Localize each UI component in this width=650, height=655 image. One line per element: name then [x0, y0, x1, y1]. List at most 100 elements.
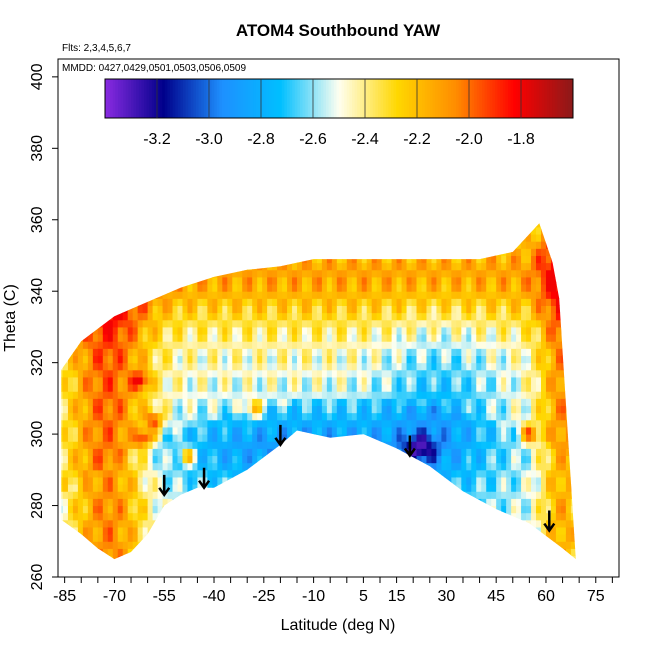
heatmap-cell	[262, 441, 268, 449]
heatmap-cell	[142, 441, 149, 449]
heatmap-cell	[92, 234, 99, 242]
heatmap-cell	[297, 541, 303, 549]
heatmap-cell	[540, 534, 547, 542]
heatmap-cell	[122, 376, 129, 385]
heatmap-cell	[222, 398, 228, 407]
heatmap-cell	[306, 405, 313, 414]
heatmap-cell	[232, 548, 238, 557]
heatmap-cell	[152, 419, 159, 428]
heatmap-cell	[72, 448, 79, 457]
heatmap-cell	[207, 448, 213, 457]
heatmap-cell	[217, 412, 223, 421]
heatmap-cell	[167, 548, 174, 557]
heatmap-cell	[521, 512, 527, 521]
heatmap-cell	[177, 434, 183, 442]
heatmap-cell	[77, 455, 84, 464]
heatmap-cell	[416, 355, 422, 364]
heatmap-cell	[172, 455, 178, 464]
heatmap-cell	[301, 284, 308, 292]
heatmap-cell	[511, 234, 517, 242]
heatmap-cell	[217, 526, 223, 535]
heatmap-cell	[127, 434, 134, 442]
heatmap-cell	[341, 469, 348, 478]
heatmap-cell	[531, 276, 537, 285]
heatmap-cell	[381, 362, 388, 371]
heatmap-cell	[366, 469, 373, 478]
heatmap-cell	[461, 498, 467, 507]
heatmap-cell	[411, 369, 418, 378]
heatmap-cell	[376, 241, 383, 249]
heatmap-cell	[381, 469, 388, 478]
heatmap-cell	[411, 284, 418, 292]
heatmap-cell	[311, 426, 318, 435]
heatmap-cell	[496, 213, 501, 221]
heatmap-cell	[222, 298, 228, 306]
heatmap-cell	[336, 419, 343, 428]
heatmap-cell	[62, 255, 69, 264]
heatmap-cell	[331, 434, 338, 442]
heatmap-cell	[122, 384, 129, 392]
heatmap-cell	[506, 398, 512, 407]
heatmap-cell	[421, 213, 426, 221]
heatmap-cell	[187, 505, 193, 514]
heatmap-cell	[82, 505, 89, 514]
heatmap-cell	[466, 298, 472, 306]
heatmap-cell	[247, 434, 253, 442]
heatmap-cell	[172, 255, 178, 264]
heatmap-cell	[267, 398, 273, 407]
heatmap-cell	[122, 476, 129, 485]
heatmap-cell	[311, 234, 318, 242]
heatmap-cell	[163, 213, 168, 221]
heatmap-cell	[197, 355, 203, 364]
heatmap-cell	[62, 462, 69, 471]
heatmap-cell	[421, 269, 427, 278]
heatmap-cell	[521, 469, 527, 478]
heatmap-cell	[123, 563, 128, 571]
heatmap-cell	[277, 213, 282, 221]
heatmap-cell	[426, 563, 431, 571]
heatmap-cell	[132, 384, 139, 392]
heatmap-cell	[341, 498, 348, 507]
heatmap-cell	[406, 326, 413, 335]
heatmap-cell	[540, 312, 547, 321]
heatmap-cell	[267, 213, 272, 221]
heatmap-cell	[61, 223, 64, 228]
heatmap-cell	[456, 355, 462, 364]
heatmap-cell	[456, 476, 462, 485]
heatmap-cell	[411, 341, 418, 349]
heatmap-cell	[247, 341, 253, 349]
heatmap-cell	[252, 455, 258, 464]
heatmap-cell	[336, 223, 343, 228]
heatmap-cell	[172, 291, 178, 299]
heatmap-cell	[277, 223, 283, 228]
heatmap-cell	[287, 334, 293, 342]
heatmap-cell	[401, 484, 408, 492]
heatmap-cell	[311, 519, 318, 528]
heatmap-cell	[506, 426, 512, 435]
heatmap-cell	[471, 548, 477, 557]
heatmap-cell	[217, 305, 223, 314]
heatmap-cell	[341, 326, 348, 335]
heatmap-cell	[386, 555, 393, 560]
heatmap-cell	[511, 384, 517, 392]
heatmap-cell	[511, 469, 517, 478]
heatmap-cell	[536, 291, 542, 299]
heatmap-cell	[142, 248, 149, 256]
heatmap-cell	[142, 505, 149, 514]
heatmap-cell	[311, 512, 318, 521]
heatmap-cell	[132, 555, 139, 560]
heatmap-cell	[207, 498, 213, 507]
heatmap-cell	[292, 241, 298, 249]
heatmap-cell	[456, 298, 462, 306]
heatmap-cell	[177, 419, 183, 428]
heatmap-cell	[311, 312, 318, 321]
heatmap-cell	[247, 384, 253, 392]
heatmap-cell	[412, 213, 417, 221]
heatmap-cell	[62, 226, 69, 235]
heatmap-cell	[451, 269, 457, 278]
heatmap-cell	[162, 226, 169, 235]
heatmap-cell	[267, 355, 273, 364]
heatmap-cell	[486, 369, 492, 378]
heatmap-cell	[371, 419, 378, 428]
heatmap-cell	[97, 434, 104, 442]
